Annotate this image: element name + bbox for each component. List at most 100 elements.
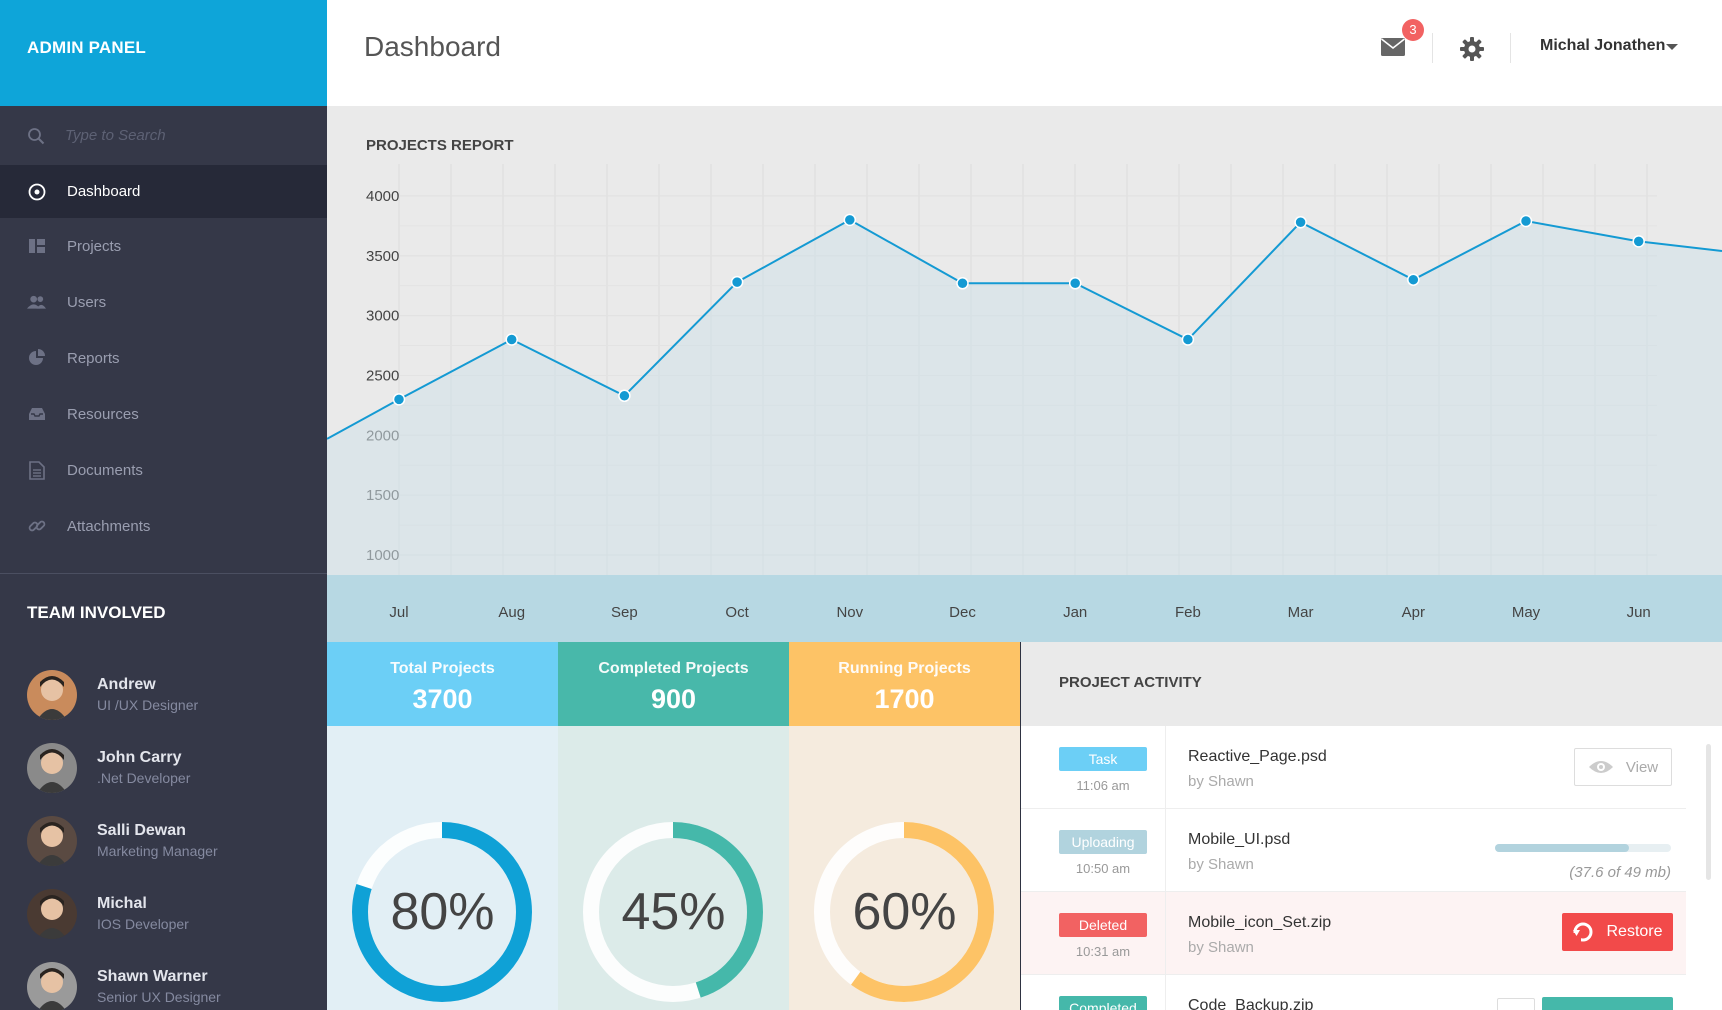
x-tick-label: Apr [1402,604,1425,621]
member-role: Marketing Manager [97,843,218,859]
data-point-nov[interactable] [843,213,857,227]
upload-progress-bar [1495,844,1671,852]
x-tick-label: May [1512,604,1541,621]
activity-file-name[interactable]: Code_Backup.zip [1188,997,1314,1010]
member-name: John Carry [97,749,182,766]
activity-author: by Shawn [1188,773,1254,790]
data-point-jan[interactable] [1068,277,1082,290]
stat-value: 1700 [874,684,935,714]
action-button[interactable] [1497,998,1535,1010]
sidebar-item-documents[interactable]: Documents [0,442,327,498]
data-point-oct[interactable] [730,275,744,289]
month-axis-band: Jul Aug Sep Oct Nov Dec Jan Feb Mar Apr May Jun [327,575,1722,642]
activity-row: Uploading 10:50 am Mobile_UI.psd by Shaw… [1021,809,1686,892]
top-header: Dashboard 3 Michal Jonathen [327,0,1722,106]
dashboard-icon [27,182,46,201]
projects-icon [27,237,46,256]
x-tick-label: Jan [1063,604,1087,621]
data-point-sep[interactable] [618,389,631,403]
team-member[interactable]: Andrew UI /UX Designer [27,658,317,731]
gear-icon[interactable] [1459,36,1485,62]
chart-title: PROJECTS REPORT [366,137,514,154]
sidebar-item-attachments[interactable]: Attachments [0,498,327,554]
sidebar-item-reports[interactable]: Reports [0,330,327,386]
link-icon [27,517,46,536]
activity-row: Task 11:06 am Reactive_Page.psd by Shawn… [1021,726,1686,809]
data-point-dec[interactable] [956,277,969,290]
view-button[interactable]: View [1574,748,1672,786]
main-nav: Dashboard Projects Users Reports Resources Do… [0,165,327,554]
data-point-jul[interactable] [392,393,406,406]
x-tick-label: Feb [1175,604,1201,621]
restore-button[interactable]: Restore [1562,913,1673,951]
activity-author: by Shawn [1188,939,1254,956]
stat-card-running-projects[interactable]: Running Projects 1700 60% [789,642,1020,1010]
activity-author: by Shawn [1188,856,1254,873]
stat-percent: 80% [390,883,495,941]
data-point-feb[interactable] [1181,333,1195,346]
status-badge: Deleted [1059,913,1147,937]
progress-ring [583,822,763,1002]
sidebar: ADMIN PANEL Dashboard Projects Users Report… [0,0,327,1010]
user-menu-name[interactable]: Michal Jonathen [1540,37,1666,54]
member-role: UI /UX Designer [97,697,199,713]
status-badge: Uploading [1059,830,1147,854]
nav-divider [0,573,327,574]
team-title: TEAM INVOLVED [27,603,166,622]
team-member[interactable]: Michal IOS Developer [27,877,317,950]
data-point-aug[interactable] [505,333,518,346]
pie-chart-icon [27,349,46,368]
stat-value: 900 [650,684,697,714]
month-axis: Jul Aug Sep Oct Nov Dec Jan Feb Mar Apr May Jun [389,604,1650,621]
column-divider [1165,892,1166,974]
x-tick-label: Dec [949,604,976,621]
stat-card-completed-projects[interactable]: Completed Projects 900 45% [558,642,789,1010]
member-role: IOS Developer [97,916,189,932]
projects-report-chart: 4000350030002500200015001000 [327,164,1722,576]
ring-progress [814,822,994,1002]
avatar [27,888,77,939]
stat-percent: 45% [621,883,726,941]
scrollbar[interactable] [1706,744,1711,880]
x-tick-label: Sep [611,604,638,621]
activity-row: Deleted 10:31 am Mobile_icon_Set.zip by … [1021,892,1686,975]
team-list: Andrew UI /UX Designer John Carry .Net Deve… [27,658,317,1010]
team-member[interactable]: Shawn Warner Senior UX Designer [27,950,317,1010]
restore-icon [1572,922,1593,943]
ring-progress [352,822,532,1002]
activity-time: 10:31 am [1075,944,1131,959]
sidebar-item-dashboard[interactable]: Dashboard [0,165,327,218]
y-tick-label: 3000 [366,308,399,325]
stat-header: Completed Projects 900 [558,642,789,726]
progress-ring [352,822,532,1002]
data-point-mar[interactable] [1294,215,1307,229]
data-point-apr[interactable] [1407,273,1420,286]
activity-file-name[interactable]: Mobile_UI.psd [1188,831,1291,848]
stat-card-total-projects[interactable]: Total Projects 3700 80% [327,642,558,1010]
search-input[interactable] [65,127,285,144]
upload-progress-text: (37.6 of 49 mb) [1569,864,1671,881]
avatar [27,742,77,793]
data-point-jun[interactable] [1632,235,1645,248]
data-point-may[interactable] [1519,214,1533,228]
sidebar-item-label: Reports [67,349,120,367]
project-activity-panel: PROJECT ACTIVITY Task 11:06 am Reactive_… [1021,642,1722,1010]
member-info: John Carry .Net Developer [97,749,190,786]
stat-label: Completed Projects [598,660,749,677]
sidebar-item-projects[interactable]: Projects [0,218,327,274]
sidebar-item-label: Projects [67,237,122,255]
team-member[interactable]: Salli Dewan Marketing Manager [27,804,317,877]
sidebar-item-resources[interactable]: Resources [0,386,327,442]
header-divider [1510,33,1511,63]
activity-file-name[interactable]: Reactive_Page.psd [1188,748,1327,765]
member-info: Andrew UI /UX Designer [97,676,198,713]
sidebar-item-users[interactable]: Users [0,274,327,330]
brand-title[interactable]: ADMIN PANEL [0,0,327,106]
users-icon [27,293,46,312]
action-button[interactable] [1542,997,1673,1010]
team-member[interactable]: John Carry .Net Developer [27,731,317,804]
activity-file-name[interactable]: Mobile_icon_Set.zip [1188,914,1332,931]
mail-icon[interactable] [1380,37,1406,57]
avatar [27,961,77,1010]
chevron-down-icon[interactable] [1666,44,1678,50]
